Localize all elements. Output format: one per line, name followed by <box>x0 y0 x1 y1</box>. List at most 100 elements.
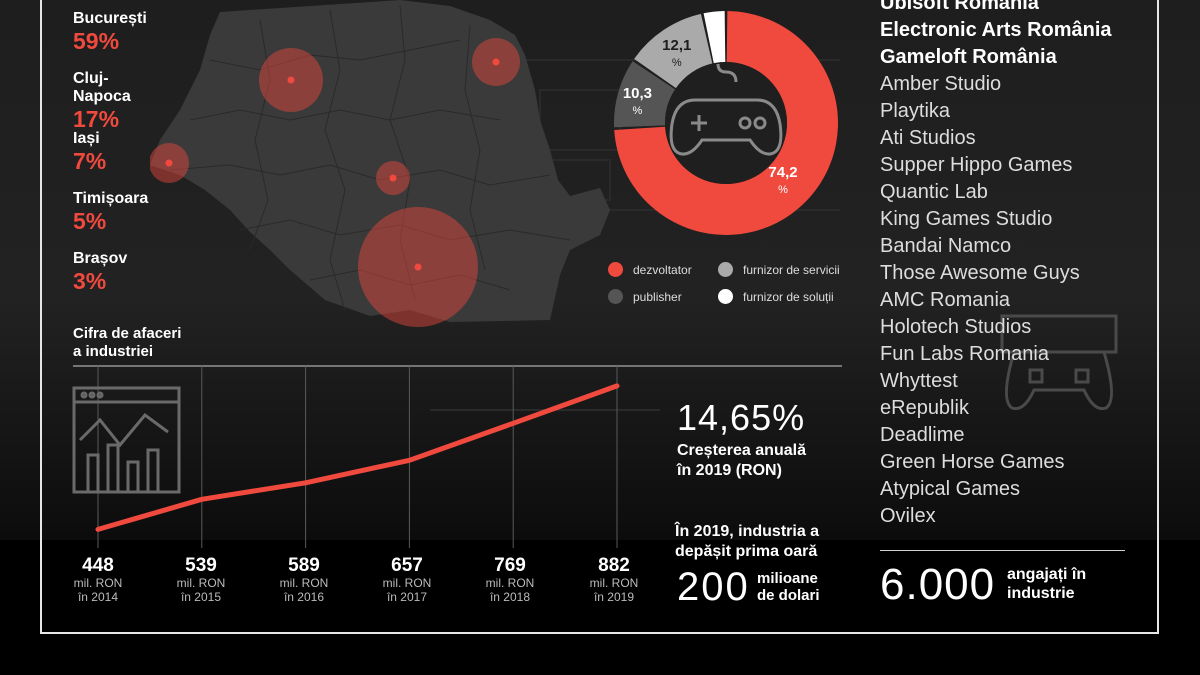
milestone-caption-line: În 2019, industria a <box>675 523 820 540</box>
legend-item: furnizor de servicii <box>718 262 840 277</box>
growth-caption: Creșterea anuală în 2019 (RON) <box>677 441 806 481</box>
milestone-number: 200 <box>677 565 750 609</box>
donut-unit-label: % <box>778 184 788 196</box>
studio-name: Atypical Games <box>880 478 1021 500</box>
city-item: Timișoara 5% <box>73 190 148 234</box>
donut-data-label: 10,3 <box>623 85 652 102</box>
line-chart-title-line: Cifra de afaceri <box>73 325 182 342</box>
studio-name: Ubisoft România <box>880 0 1039 14</box>
line-chart-title: Cifra de afaceri a industriei <box>73 325 181 361</box>
studio-name: Gameloft România <box>880 46 1057 68</box>
donut-unit-label: % <box>672 57 682 69</box>
donut-unit-label: % <box>633 105 643 117</box>
city-name: București <box>73 10 147 27</box>
growth-caption-line: Creșterea anuală <box>677 442 806 459</box>
data-label: 882 <box>598 555 630 576</box>
legend-label: publisher <box>633 289 682 304</box>
x-tick-2019: 882 mil. RON în 2019 <box>569 555 659 605</box>
city-percent: 5% <box>73 208 107 234</box>
bubble-brasov <box>376 161 410 195</box>
donut-slice-dezvoltator <box>614 11 838 236</box>
studio-name: Deadlime <box>880 424 965 446</box>
city-name: Timișoara <box>73 190 149 207</box>
growth-caption-line: în 2019 (RON) <box>677 462 782 479</box>
bubble-iasi <box>472 38 520 86</box>
donut-slices <box>614 11 838 236</box>
studio-list: Ubisoft România Electronic Arts România … <box>880 0 1112 530</box>
city-name: Iași <box>73 130 100 147</box>
unit-label: mil. RON <box>279 576 329 590</box>
city-name: Brașov <box>73 250 128 267</box>
studio-name: Playtika <box>880 100 951 122</box>
studio-name: Fun Labs Romania <box>880 343 1049 365</box>
legend-label: furnizor de soluții <box>743 289 834 304</box>
city-name: Cluj-Napoca <box>73 70 131 105</box>
donut-data-label: 12,1 <box>662 37 691 54</box>
legend-item: publisher <box>608 289 682 304</box>
milestone-caption-line: depășit prima oară <box>675 543 818 560</box>
county-borders <box>169 4 571 311</box>
studio-name: Ovilex <box>880 505 936 527</box>
data-label: 539 <box>185 555 217 576</box>
legend-label: furnizor de servicii <box>743 262 840 277</box>
milestone-unit: milioane de dolari <box>757 570 820 604</box>
map-silhouette <box>150 0 610 322</box>
legend-swatch <box>718 289 733 304</box>
donut-slice-publisher <box>614 61 676 128</box>
data-label: 769 <box>494 555 526 576</box>
studio-name: Ati Studios <box>880 127 976 149</box>
bubble-bucuresti <box>358 207 478 327</box>
milestone-caption: În 2019, industria a depășit prima oară <box>675 522 819 562</box>
series-line-turnover <box>95 383 620 532</box>
legend-label: dezvoltator <box>633 262 692 277</box>
faint-gamepad-icon <box>1000 314 1118 411</box>
bubble-cluj-napoca <box>259 48 323 112</box>
city-item: Iași 7% <box>73 130 106 174</box>
bubble-timisoara <box>150 143 189 183</box>
legend-swatch <box>718 262 733 277</box>
year-label: în 2018 <box>489 590 531 604</box>
donut-slice-furnizor-de-servicii <box>634 13 713 89</box>
studio-name: Those Awesome Guys <box>880 262 1080 284</box>
studio-name: Amber Studio <box>880 73 1002 95</box>
vertical-gridlines <box>97 366 618 548</box>
x-tick-2015: 539 mil. RON în 2015 <box>156 555 246 605</box>
year-label: în 2014 <box>77 590 119 604</box>
data-label: 448 <box>82 555 114 576</box>
studio-name: Electronic Arts România <box>880 19 1112 41</box>
city-item: Cluj-Napoca 17% <box>73 70 131 132</box>
chart-decoration-icon <box>72 386 181 494</box>
city-percent: 3% <box>73 268 107 294</box>
year-label: în 2016 <box>283 590 325 604</box>
gamepad-icon <box>669 63 783 156</box>
legend-swatch <box>608 262 623 277</box>
milestone-unit-line: de dolari <box>757 587 820 604</box>
x-tick-2018: 769 mil. RON în 2018 <box>465 555 555 605</box>
donut-data-label: 74,2 <box>768 164 797 181</box>
city-item: Brașov 3% <box>73 250 127 294</box>
employees-caption-line: angajați în <box>1007 566 1087 583</box>
studio-name: Quantic Lab <box>880 181 988 203</box>
employees-caption-line: industrie <box>1007 585 1075 602</box>
data-label: 657 <box>391 555 423 576</box>
donut-slice-furnizor-de-soluții <box>703 11 726 64</box>
x-tick-2017: 657 mil. RON în 2017 <box>362 555 452 605</box>
employees-caption: angajați în industrie <box>1007 565 1086 603</box>
data-label: 589 <box>288 555 320 576</box>
legend-swatch <box>608 289 623 304</box>
donut-labels: 74,2% 10,3% 12,1% <box>623 37 798 196</box>
studio-name: Whyttest <box>880 370 958 392</box>
year-label: în 2019 <box>593 590 635 604</box>
unit-label: mil. RON <box>589 576 639 590</box>
milestone-unit-line: milioane <box>757 570 818 587</box>
studio-name: eRepublik <box>880 397 969 419</box>
city-item: București 59% <box>73 10 147 54</box>
city-percent: 59% <box>73 28 120 54</box>
city-bubbles <box>150 38 520 327</box>
year-label: în 2017 <box>386 590 428 604</box>
city-percent: 17% <box>73 106 120 132</box>
line-chart-title-line: a industriei <box>73 343 154 360</box>
legend-item: dezvoltator <box>608 262 692 277</box>
x-tick-2016: 589 mil. RON în 2016 <box>259 555 349 605</box>
unit-label: mil. RON <box>176 576 226 590</box>
